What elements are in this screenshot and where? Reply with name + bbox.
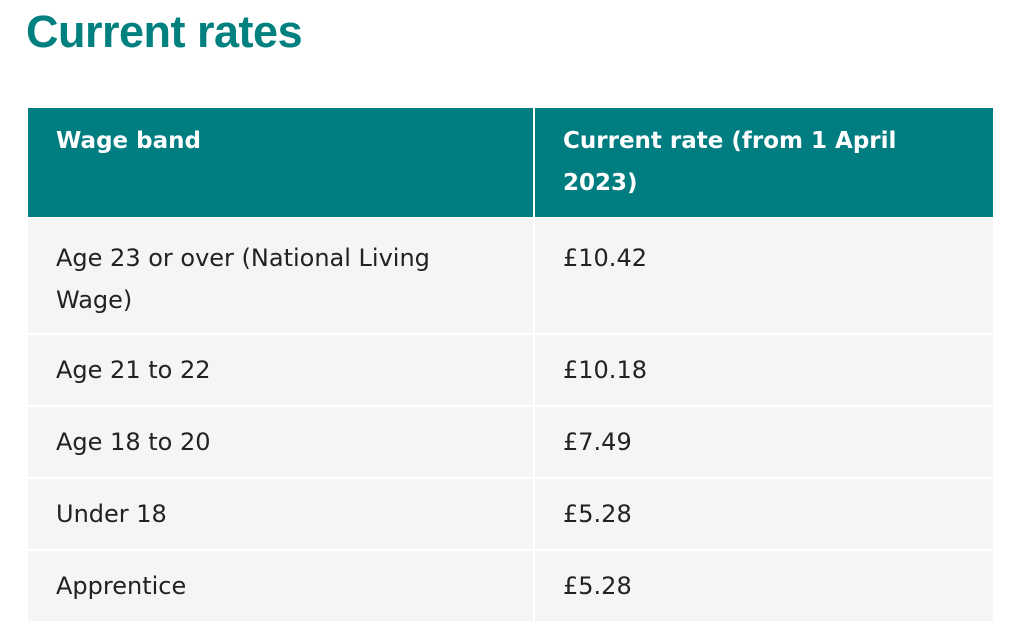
rate: £5.28 xyxy=(535,479,993,549)
wage-band: Age 23 or over (National Living Wage) xyxy=(28,219,533,333)
rates-table: Wage band Current rate (from 1 April 2023… xyxy=(28,108,993,621)
wage-band: Age 18 to 20 xyxy=(28,407,533,477)
wage-band: Under 18 xyxy=(28,479,533,549)
column-header: Current rate (from 1 April 2023) xyxy=(535,108,993,217)
rate: £10.42 xyxy=(535,219,993,333)
column-header: Wage band xyxy=(28,108,533,217)
wage-band: Age 21 to 22 xyxy=(28,335,533,405)
rate: £10.18 xyxy=(535,335,993,405)
wage-band: Apprentice xyxy=(28,551,533,621)
rate: £5.28 xyxy=(535,551,993,621)
rate: £7.49 xyxy=(535,407,993,477)
page-title: Current rates xyxy=(26,6,303,57)
